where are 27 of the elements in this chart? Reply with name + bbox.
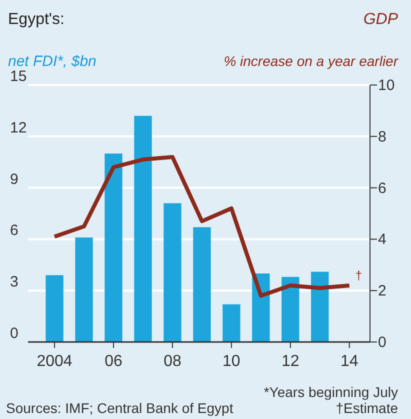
chart-title: Egypt's: xyxy=(8,11,64,28)
y-tick-label: 9 xyxy=(10,170,18,188)
x-tick-label: 14 xyxy=(340,353,358,370)
y2-tick-label: 4 xyxy=(378,231,386,248)
y-tick-label: 0 xyxy=(10,325,18,342)
text: †Estimate xyxy=(336,400,398,416)
x-tick-label: 08 xyxy=(164,353,182,370)
y2-axis-title: GDP xyxy=(363,11,398,28)
text: *Years beginning July xyxy=(264,384,398,400)
y2-tick-label: 2 xyxy=(378,282,386,300)
y-axis-title: net FDI*, $bn xyxy=(8,53,96,70)
line-series xyxy=(52,154,352,298)
x-tick-label: 06 xyxy=(104,353,122,370)
chart-subtitle: % increase on a year earlier xyxy=(224,53,400,69)
source-note: Sources: IMF; Central Bank of Egypt xyxy=(6,400,234,416)
y-tick-label: 3 xyxy=(10,274,18,291)
y2-tick-label: 0 xyxy=(378,334,386,351)
x-tick-label: 12 xyxy=(282,353,300,370)
y2-tick-label: 6 xyxy=(378,180,386,197)
y2-tick-label: 8 xyxy=(378,128,386,146)
y-tick-label: 6 xyxy=(10,222,18,240)
y-tick-label: 12 xyxy=(10,119,27,136)
y2-tick-label: 10 xyxy=(378,77,395,94)
x-tick-label: 2004 xyxy=(36,353,72,370)
x-tick-label: 10 xyxy=(222,353,240,370)
annotation: † xyxy=(355,268,362,282)
y-tick-label: 15 xyxy=(10,68,27,85)
